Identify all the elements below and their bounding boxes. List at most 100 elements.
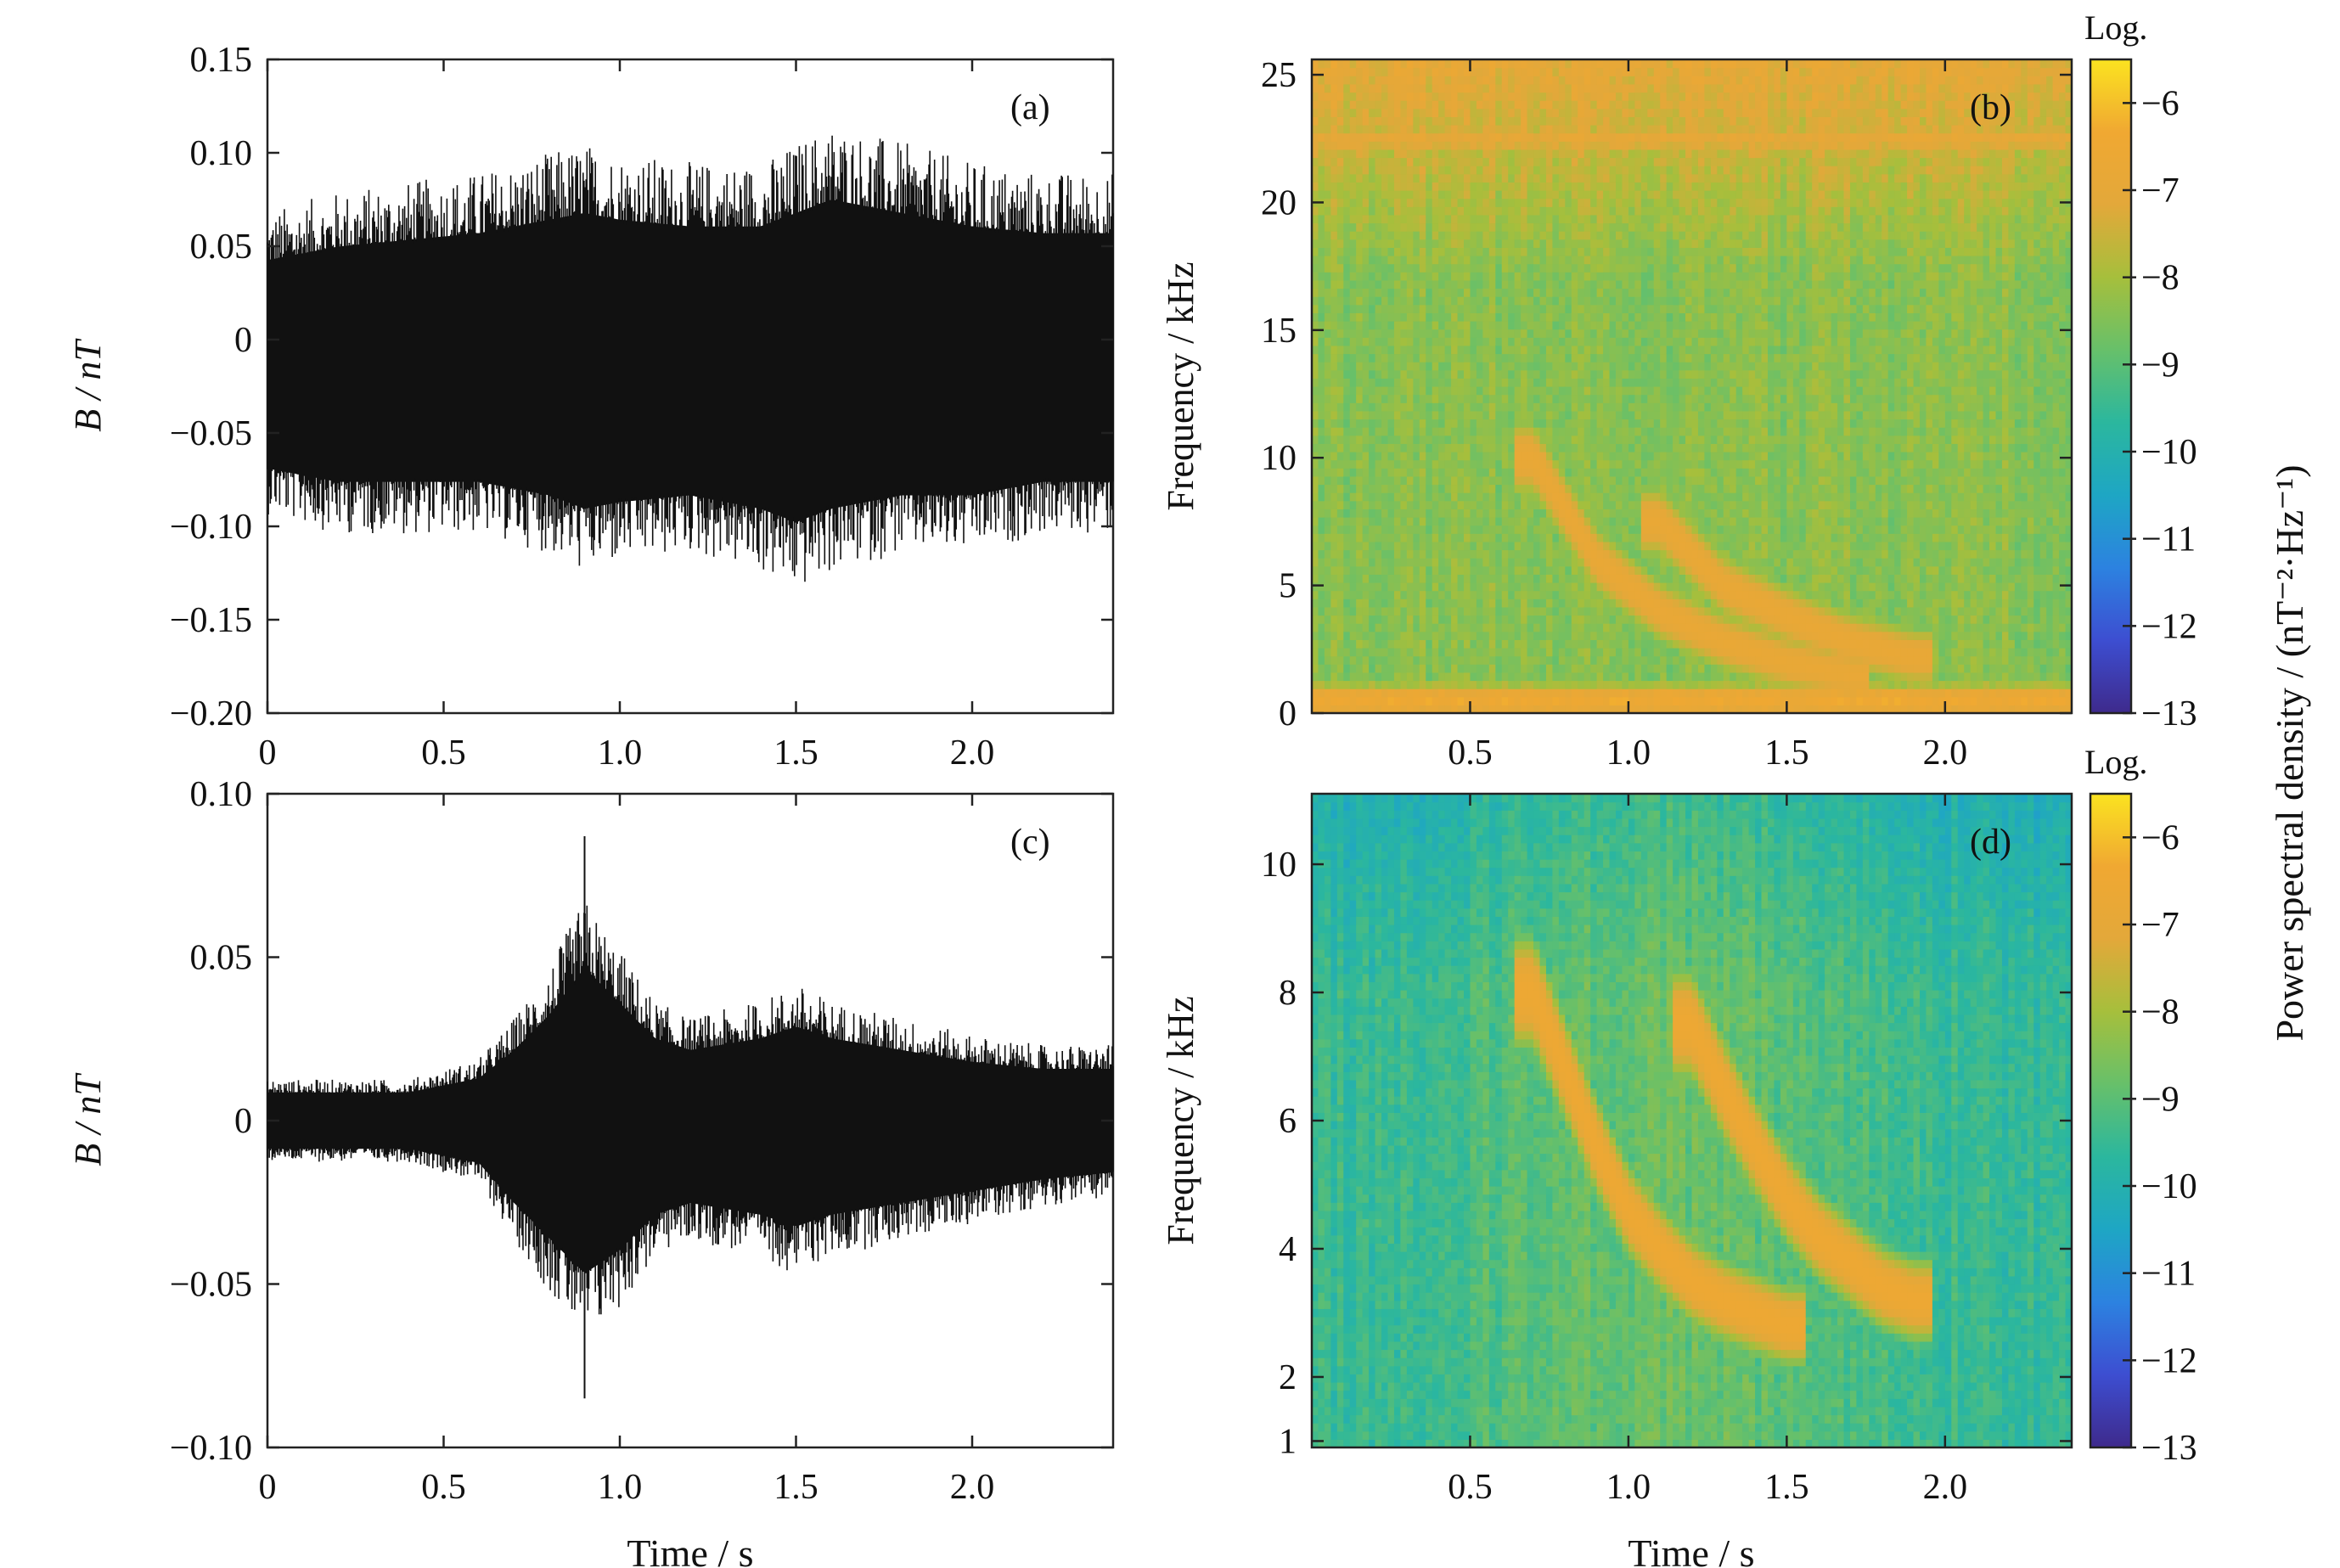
spectrogram-cell <box>1495 158 1502 166</box>
spectrogram-cell <box>1616 289 1623 297</box>
spectrogram-cell <box>1634 329 1641 338</box>
spectrogram-cell <box>1445 141 1452 149</box>
spectrogram-cell <box>1420 672 1426 681</box>
spectrogram-cell <box>1470 427 1477 436</box>
spectrogram-cell <box>1667 509 1673 517</box>
spectrogram-cell <box>1502 688 1509 697</box>
spectrogram-cell <box>1381 402 1388 411</box>
spectrogram-cell <box>1363 509 1370 517</box>
spectrogram-cell <box>1343 215 1350 223</box>
spectrogram-cell <box>1330 370 1337 379</box>
spectrogram-cell <box>1464 402 1471 411</box>
spectrogram-cell <box>1363 370 1370 379</box>
spectrogram-cell <box>1369 485 1375 493</box>
spectrogram-cell <box>1533 599 1540 607</box>
spectrogram-cell <box>1610 591 1617 599</box>
spectrogram-cell <box>1458 223 1465 232</box>
spectrogram-cell <box>1673 305 1679 313</box>
spectrogram-cell <box>1432 346 1439 354</box>
spectrogram-cell <box>1641 149 1648 158</box>
spectrogram-cell <box>1565 305 1572 313</box>
spectrogram-cell <box>1521 672 1527 681</box>
spectrogram-cell <box>1565 312 1572 321</box>
spectrogram-cell <box>1413 386 1420 395</box>
spectrogram-cell <box>1578 231 1584 239</box>
spectrogram-cell <box>1438 312 1445 321</box>
spectrogram-cell <box>1381 542 1388 550</box>
spectrogram-cell <box>1413 697 1420 705</box>
spectrogram-cell <box>1692 321 1699 329</box>
spectrogram-cell <box>1673 492 1679 501</box>
spectrogram-cell <box>1692 223 1699 232</box>
spectrogram-cell <box>1628 321 1635 329</box>
spectrogram-cell <box>1426 109 1432 117</box>
spectrogram-cell <box>1420 582 1426 591</box>
spectrogram-cell <box>1616 100 1623 109</box>
spectrogram-cell <box>1559 501 1566 509</box>
spectrogram-cell <box>1445 582 1452 591</box>
spectrogram-cell <box>1641 166 1648 174</box>
spectrogram-cell <box>1572 607 1578 615</box>
spectrogram-cell <box>1502 174 1509 183</box>
spectrogram-cell <box>1603 182 1610 190</box>
spectrogram-cell <box>1597 141 1604 149</box>
spectrogram-cell <box>1413 681 1420 689</box>
spectrogram-cell <box>1432 599 1439 607</box>
spectrogram-cell <box>1546 312 1553 321</box>
spectrogram-cell <box>1698 599 1705 607</box>
spectrogram-cell <box>1495 656 1502 665</box>
spectrogram-cell <box>1641 485 1648 493</box>
spectrogram-cell <box>1685 542 1692 550</box>
spectrogram-cell <box>1552 550 1559 559</box>
spectrogram-cell <box>1622 443 1628 452</box>
spectrogram-cell <box>1495 305 1502 313</box>
spectrogram-cell <box>1533 76 1540 84</box>
spectrogram-cell <box>1325 206 1331 215</box>
spectrogram-cell <box>1647 436 1654 444</box>
spectrogram-cell <box>1477 411 1483 419</box>
spectrogram-cell <box>1495 264 1502 273</box>
spectrogram-cell <box>1679 231 1686 239</box>
spectrogram-cell <box>1464 272 1471 280</box>
spectrogram-cell <box>1445 272 1452 280</box>
spectrogram-cell <box>1628 386 1635 395</box>
spectrogram-cell <box>1667 427 1673 436</box>
spectrogram-cell <box>1325 190 1331 199</box>
spectrogram-cell <box>1673 452 1679 460</box>
spectrogram-cell <box>1515 76 1522 84</box>
spectrogram-cell <box>1337 215 1344 223</box>
spectrogram-cell <box>1521 329 1527 338</box>
spectrogram-cell <box>1685 174 1692 183</box>
spectrogram-cell <box>1337 109 1344 117</box>
spectrogram-cell <box>1407 231 1414 239</box>
spectrogram-cell <box>1363 427 1370 436</box>
spectrogram-cell <box>1445 296 1452 305</box>
spectrogram-cell <box>1426 664 1432 672</box>
spectrogram-cell <box>1540 329 1547 338</box>
spectrogram-cell <box>1356 615 1363 624</box>
spectrogram-cell <box>1559 116 1566 125</box>
spectrogram-cell <box>1641 599 1648 607</box>
spectrogram-cell <box>1489 411 1496 419</box>
spectrogram-cell <box>1667 525 1673 534</box>
spectrogram-cell <box>1432 452 1439 460</box>
spectrogram-cell <box>1489 525 1496 534</box>
spectrogram-cell <box>1375 109 1382 117</box>
spectrogram-cell <box>1445 517 1452 525</box>
spectrogram-cell <box>1420 542 1426 550</box>
spectrogram-cell <box>1363 436 1370 444</box>
spectrogram-cell <box>1540 427 1547 436</box>
spectrogram-cell <box>1495 566 1502 575</box>
spectrogram-cell <box>1578 681 1584 689</box>
spectrogram-cell <box>1337 688 1344 697</box>
spectrogram-cell <box>1634 648 1641 656</box>
spectrogram-cell <box>1692 402 1699 411</box>
spectrogram-cell <box>1565 607 1572 615</box>
spectrogram-cell <box>1654 558 1661 566</box>
spectrogram-cell <box>1407 321 1414 329</box>
spectrogram-cell <box>1533 639 1540 648</box>
spectrogram-cell <box>1451 59 1458 68</box>
spectrogram-cell <box>1565 158 1572 166</box>
spectrogram-cell <box>1654 100 1661 109</box>
spectrogram-cell <box>1489 215 1496 223</box>
